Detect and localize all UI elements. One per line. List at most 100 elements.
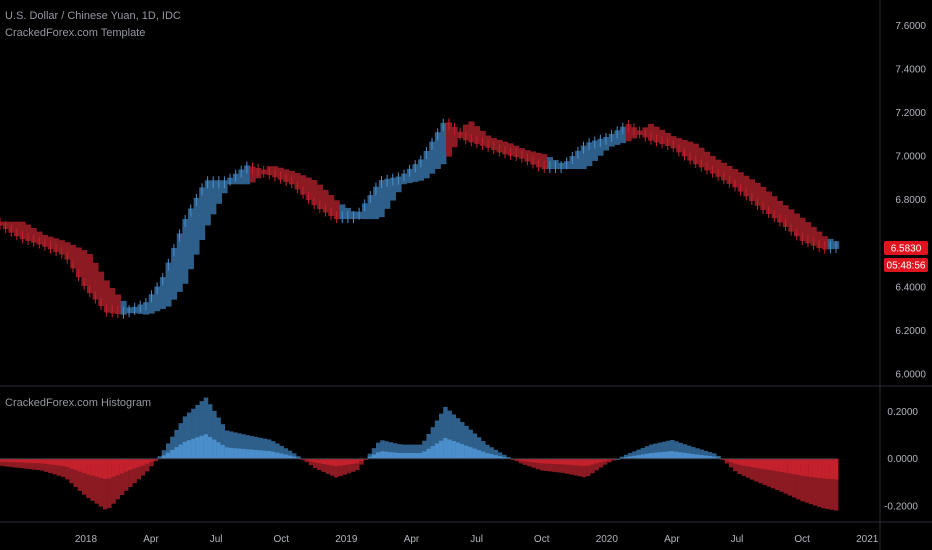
histogram-bar-inner <box>716 457 721 459</box>
histogram-bar-inner <box>228 447 234 459</box>
histogram-bar-inner <box>657 452 662 459</box>
histogram-bar-inner <box>535 458 541 463</box>
ribbon-segment <box>109 288 116 314</box>
histogram-bar <box>518 458 524 464</box>
histogram-bar-inner <box>686 453 692 459</box>
histogram-bar <box>329 458 335 476</box>
histogram-bar <box>636 449 641 459</box>
histogram-bar <box>405 444 410 459</box>
last-price-badge[interactable]: 6.5830 <box>884 241 928 255</box>
histogram-bar <box>695 448 700 459</box>
histogram-bar-inner <box>279 453 284 459</box>
histogram-bar <box>733 458 738 472</box>
histogram-bar-inner <box>48 458 53 465</box>
histogram-bar <box>2 458 7 467</box>
histogram-bar-inner <box>653 452 658 459</box>
histogram-bar <box>703 450 709 459</box>
histogram-bar-inner <box>212 439 217 459</box>
histogram-bar-inner <box>728 458 734 463</box>
histogram-bar <box>191 408 196 459</box>
histogram-bar <box>86 458 91 498</box>
ribbon-segment <box>805 222 812 244</box>
ribbon-segment <box>765 191 772 215</box>
histogram-bar-inner <box>157 457 163 459</box>
histogram-bar-inner <box>476 450 482 459</box>
ribbon-segment <box>204 180 211 226</box>
histogram-bar-inner <box>199 435 205 459</box>
histogram-bar-inner <box>812 458 818 478</box>
histogram-bar <box>52 458 58 475</box>
histogram-bar-inner <box>94 458 100 477</box>
ribbon-segment <box>575 150 582 170</box>
histogram-bar-inner <box>111 458 116 477</box>
histogram-bar-inner <box>573 458 578 466</box>
histogram-bar <box>73 458 79 488</box>
histogram-bar-inner <box>514 458 520 460</box>
histogram-bar-inner <box>182 441 188 459</box>
ribbon-segment <box>620 126 626 144</box>
histogram-bar <box>304 458 310 463</box>
histogram-bar <box>653 443 658 459</box>
ribbon-segment <box>210 180 217 215</box>
histogram-bar <box>485 444 490 459</box>
histogram-bar <box>354 458 360 471</box>
histogram-bar <box>619 456 625 459</box>
histogram-bar-inner <box>90 458 95 476</box>
histogram-bar <box>69 458 74 484</box>
ribbon-segment <box>788 209 795 232</box>
histogram-bar <box>770 458 776 489</box>
histogram-bar <box>724 458 730 464</box>
histogram-bar <box>350 458 356 472</box>
histogram-bar <box>514 458 520 462</box>
histogram-bar-inner <box>590 458 595 465</box>
histogram-bar-inner <box>27 458 32 463</box>
histogram-bar <box>392 443 398 459</box>
histogram-bar <box>523 458 528 465</box>
histogram-bar <box>241 434 247 459</box>
histogram-bar <box>779 458 784 492</box>
histogram-bar-inner <box>275 452 280 459</box>
histogram-bar-inner <box>60 458 66 467</box>
histogram-bar <box>275 443 280 459</box>
histogram-bar-inner <box>821 458 826 479</box>
histogram-bar-inner <box>497 456 503 459</box>
ribbon-segment <box>580 145 587 170</box>
histogram-indicator-label[interactable]: CrackedForex.com Histogram <box>5 397 152 409</box>
bar-countdown: 05:48:56 <box>887 261 926 272</box>
ribbon-segment <box>300 175 307 195</box>
histogram-bar-inner <box>44 458 49 464</box>
histogram-bar <box>628 452 633 459</box>
histogram-bar <box>397 444 402 459</box>
ribbon-segment <box>715 159 722 177</box>
histogram-bar <box>649 444 654 459</box>
histogram-bar <box>212 410 217 459</box>
histogram-bar-inner <box>203 434 209 459</box>
histogram-bar <box>699 449 704 459</box>
template-indicator-label[interactable]: CrackedForex.com Template <box>5 27 146 39</box>
ribbon-segment <box>709 155 716 174</box>
main-price-pane[interactable] <box>0 118 840 319</box>
time-axis-tick-label: 2019 <box>335 534 358 545</box>
histogram-bar <box>401 444 406 459</box>
ribbon-segment <box>0 221 4 226</box>
histogram-bar <box>338 458 343 477</box>
ribbon-segment <box>597 138 604 156</box>
histogram-bar-inner <box>560 458 566 465</box>
ribbon-segment <box>199 187 206 241</box>
histogram-bar <box>716 455 721 459</box>
histogram-pane[interactable] <box>0 397 839 511</box>
symbol-title[interactable]: U.S. Dollar / Chinese Yuan, 1D, IDC <box>5 10 181 22</box>
histogram-bar-inner <box>531 458 536 463</box>
histogram-bar <box>149 458 154 467</box>
ribbon-segment <box>70 244 77 269</box>
histogram-bar-inner <box>758 458 763 469</box>
histogram-bar <box>207 404 213 459</box>
ribbon-segment <box>159 277 166 309</box>
ribbon-segment <box>771 196 778 219</box>
histogram-bar-inner <box>636 455 641 459</box>
histogram-bar-inner <box>762 458 767 470</box>
time-axis-tick-label: 2020 <box>596 534 619 545</box>
ribbon-segment <box>681 139 688 157</box>
histogram-bar-inner <box>737 458 742 465</box>
